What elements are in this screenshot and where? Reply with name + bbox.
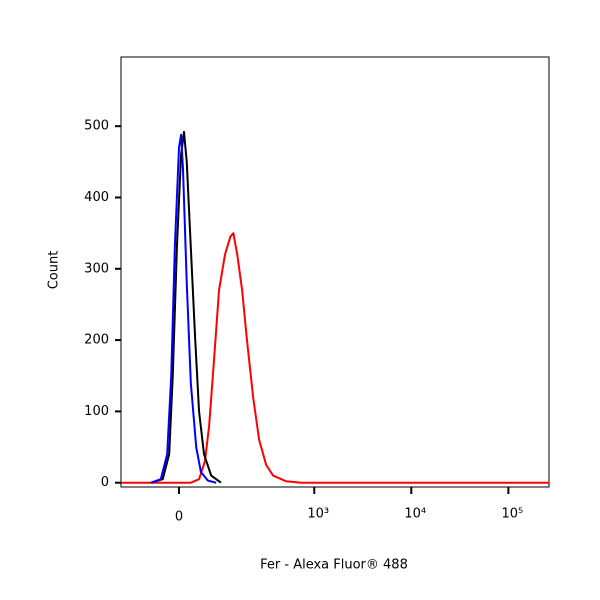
histogram-line (150, 130, 222, 484)
y-tick-label: 400 (84, 190, 109, 205)
histogram-line (121, 232, 549, 484)
plot-frame (120, 56, 550, 488)
x-axis-label: Fer - Alexa Fluor® 488 (260, 558, 408, 573)
y-tick-label: 500 (84, 119, 109, 134)
x-tick-label: 10³ (307, 507, 329, 522)
x-tick-label: 10⁴ (404, 507, 426, 522)
histogram-line (150, 133, 217, 484)
y-tick-label: 0 (101, 475, 109, 490)
y-tick-label: 200 (84, 333, 109, 348)
y-tick-label: 300 (84, 261, 109, 276)
y-axis-label: Count (47, 251, 62, 290)
x-tick-label: 10⁵ (501, 507, 523, 522)
y-tick-label: 100 (84, 404, 109, 419)
x-tick-label: 0 (175, 510, 183, 525)
